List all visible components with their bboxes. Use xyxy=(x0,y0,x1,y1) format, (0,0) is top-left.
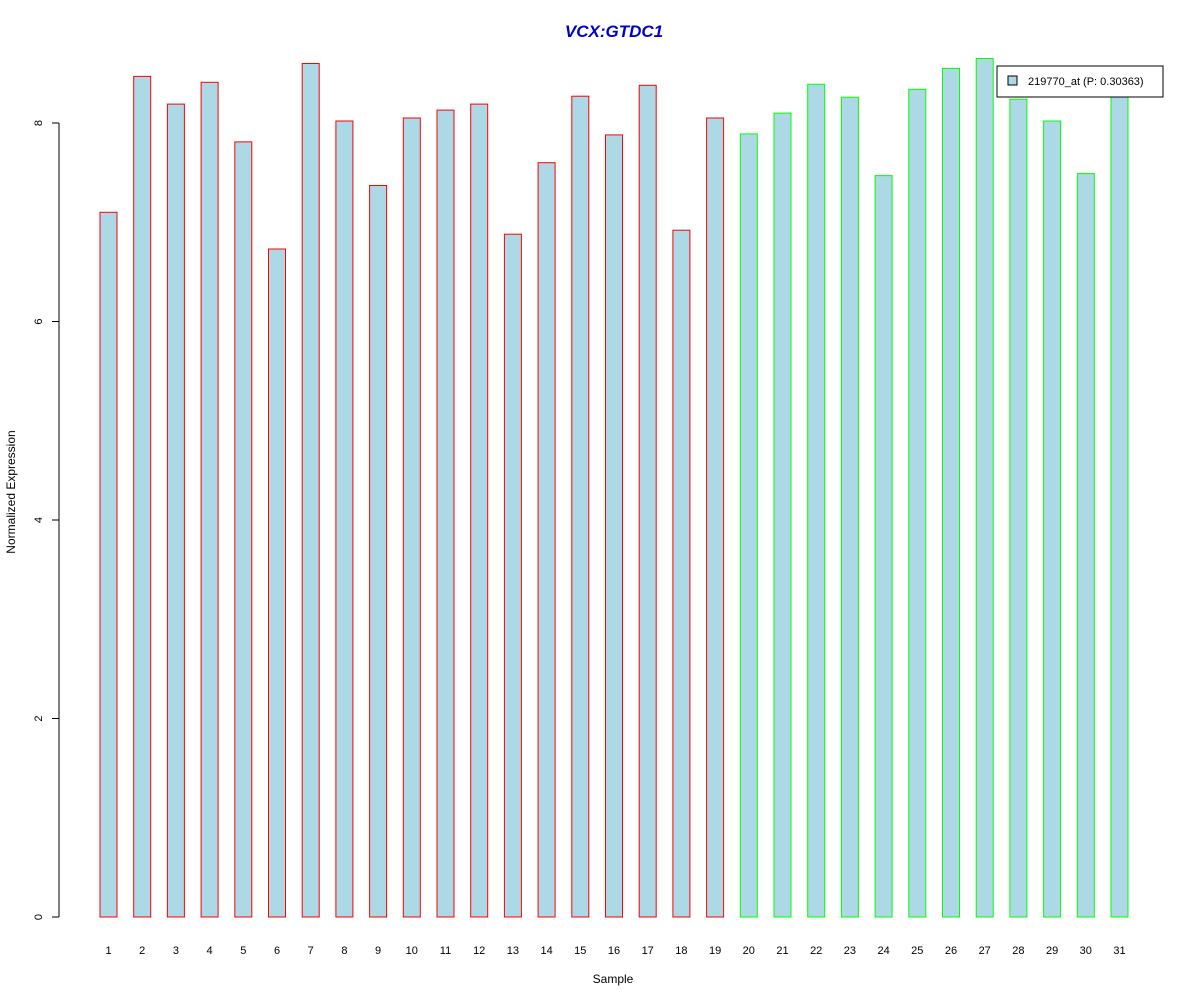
x-tick-label: 9 xyxy=(375,945,381,957)
bars-group xyxy=(99,58,1129,918)
x-tick-label: 25 xyxy=(911,945,923,957)
bar xyxy=(133,75,152,918)
x-tick-label: 22 xyxy=(810,945,822,957)
x-tick-label: 7 xyxy=(308,945,314,957)
bar xyxy=(942,67,960,918)
y-tick-label: 8 xyxy=(33,120,45,126)
x-tick-label: 23 xyxy=(844,945,856,957)
bar xyxy=(234,141,253,918)
bar xyxy=(268,248,286,918)
bar xyxy=(1043,120,1062,918)
y-axis: 0 2 4 6 8 xyxy=(33,120,60,920)
x-tick-label: 2 xyxy=(139,945,145,957)
y-axis-label: Normalized Expression xyxy=(4,430,18,553)
x-axis-label: Sample xyxy=(593,972,634,986)
bar xyxy=(470,103,489,918)
bar xyxy=(571,95,590,918)
x-tick-label: 6 xyxy=(274,945,280,957)
bar xyxy=(369,185,388,918)
bar xyxy=(1009,98,1028,918)
x-tick-label: 30 xyxy=(1080,945,1092,957)
x-tick-labels: 1 2 3 4 5 6 7 8 9 10 11 12 13 14 15 16 17 18 19 20 21 22 23 24 2… xyxy=(105,945,1125,957)
x-tick-label: 28 xyxy=(1012,945,1024,957)
legend-label: 219770_at (P: 0.30363) xyxy=(1028,76,1144,88)
x-tick-label: 21 xyxy=(776,945,788,957)
bar xyxy=(436,109,455,918)
bar xyxy=(301,63,320,918)
bar xyxy=(840,96,859,918)
bar xyxy=(537,162,556,918)
x-tick-label: 20 xyxy=(743,945,755,957)
legend-box xyxy=(996,65,1164,98)
bar xyxy=(773,112,792,918)
bar xyxy=(638,84,657,918)
bar xyxy=(402,117,421,918)
x-tick-label: 24 xyxy=(877,945,889,957)
bar xyxy=(1110,92,1129,918)
y-tick-label: 2 xyxy=(33,715,45,721)
x-tick-label: 12 xyxy=(473,945,485,957)
y-tick-label: 6 xyxy=(33,318,45,324)
bar xyxy=(975,58,994,918)
x-tick-label: 19 xyxy=(709,945,721,957)
legend: 219770_at (P: 0.30363) xyxy=(996,65,1164,98)
bar xyxy=(99,211,118,918)
x-tick-label: 16 xyxy=(608,945,620,957)
bar xyxy=(166,103,185,918)
x-tick-label: 15 xyxy=(574,945,586,957)
x-tick-label: 27 xyxy=(979,945,991,957)
x-tick-label: 4 xyxy=(207,945,213,957)
bar xyxy=(503,233,522,918)
bar xyxy=(335,120,354,918)
x-tick-label: 31 xyxy=(1113,945,1125,957)
x-tick-label: 17 xyxy=(642,945,654,957)
bar xyxy=(908,88,927,918)
x-tick-label: 29 xyxy=(1046,945,1058,957)
bar xyxy=(605,134,623,918)
bar xyxy=(1076,173,1095,918)
y-tick-label: 4 xyxy=(33,517,45,523)
chart-title: VCX:GTDC1 xyxy=(565,22,663,41)
x-tick-label: 26 xyxy=(945,945,957,957)
legend-swatch xyxy=(1007,75,1018,86)
x-tick-label: 14 xyxy=(540,945,552,957)
bar xyxy=(706,117,725,918)
bar xyxy=(807,83,826,918)
x-tick-label: 18 xyxy=(675,945,687,957)
y-tick-label: 0 xyxy=(33,914,45,920)
bar xyxy=(672,229,691,918)
bar xyxy=(200,81,219,918)
bar xyxy=(874,175,893,918)
x-tick-label: 10 xyxy=(406,945,418,957)
x-tick-label: 11 xyxy=(440,945,451,957)
bar xyxy=(739,133,758,918)
x-tick-label: 13 xyxy=(507,945,519,957)
x-tick-label: 5 xyxy=(240,945,246,957)
x-tick-label: 1 xyxy=(105,945,111,957)
x-tick-label: 8 xyxy=(341,945,347,957)
x-tick-label: 3 xyxy=(173,945,179,957)
